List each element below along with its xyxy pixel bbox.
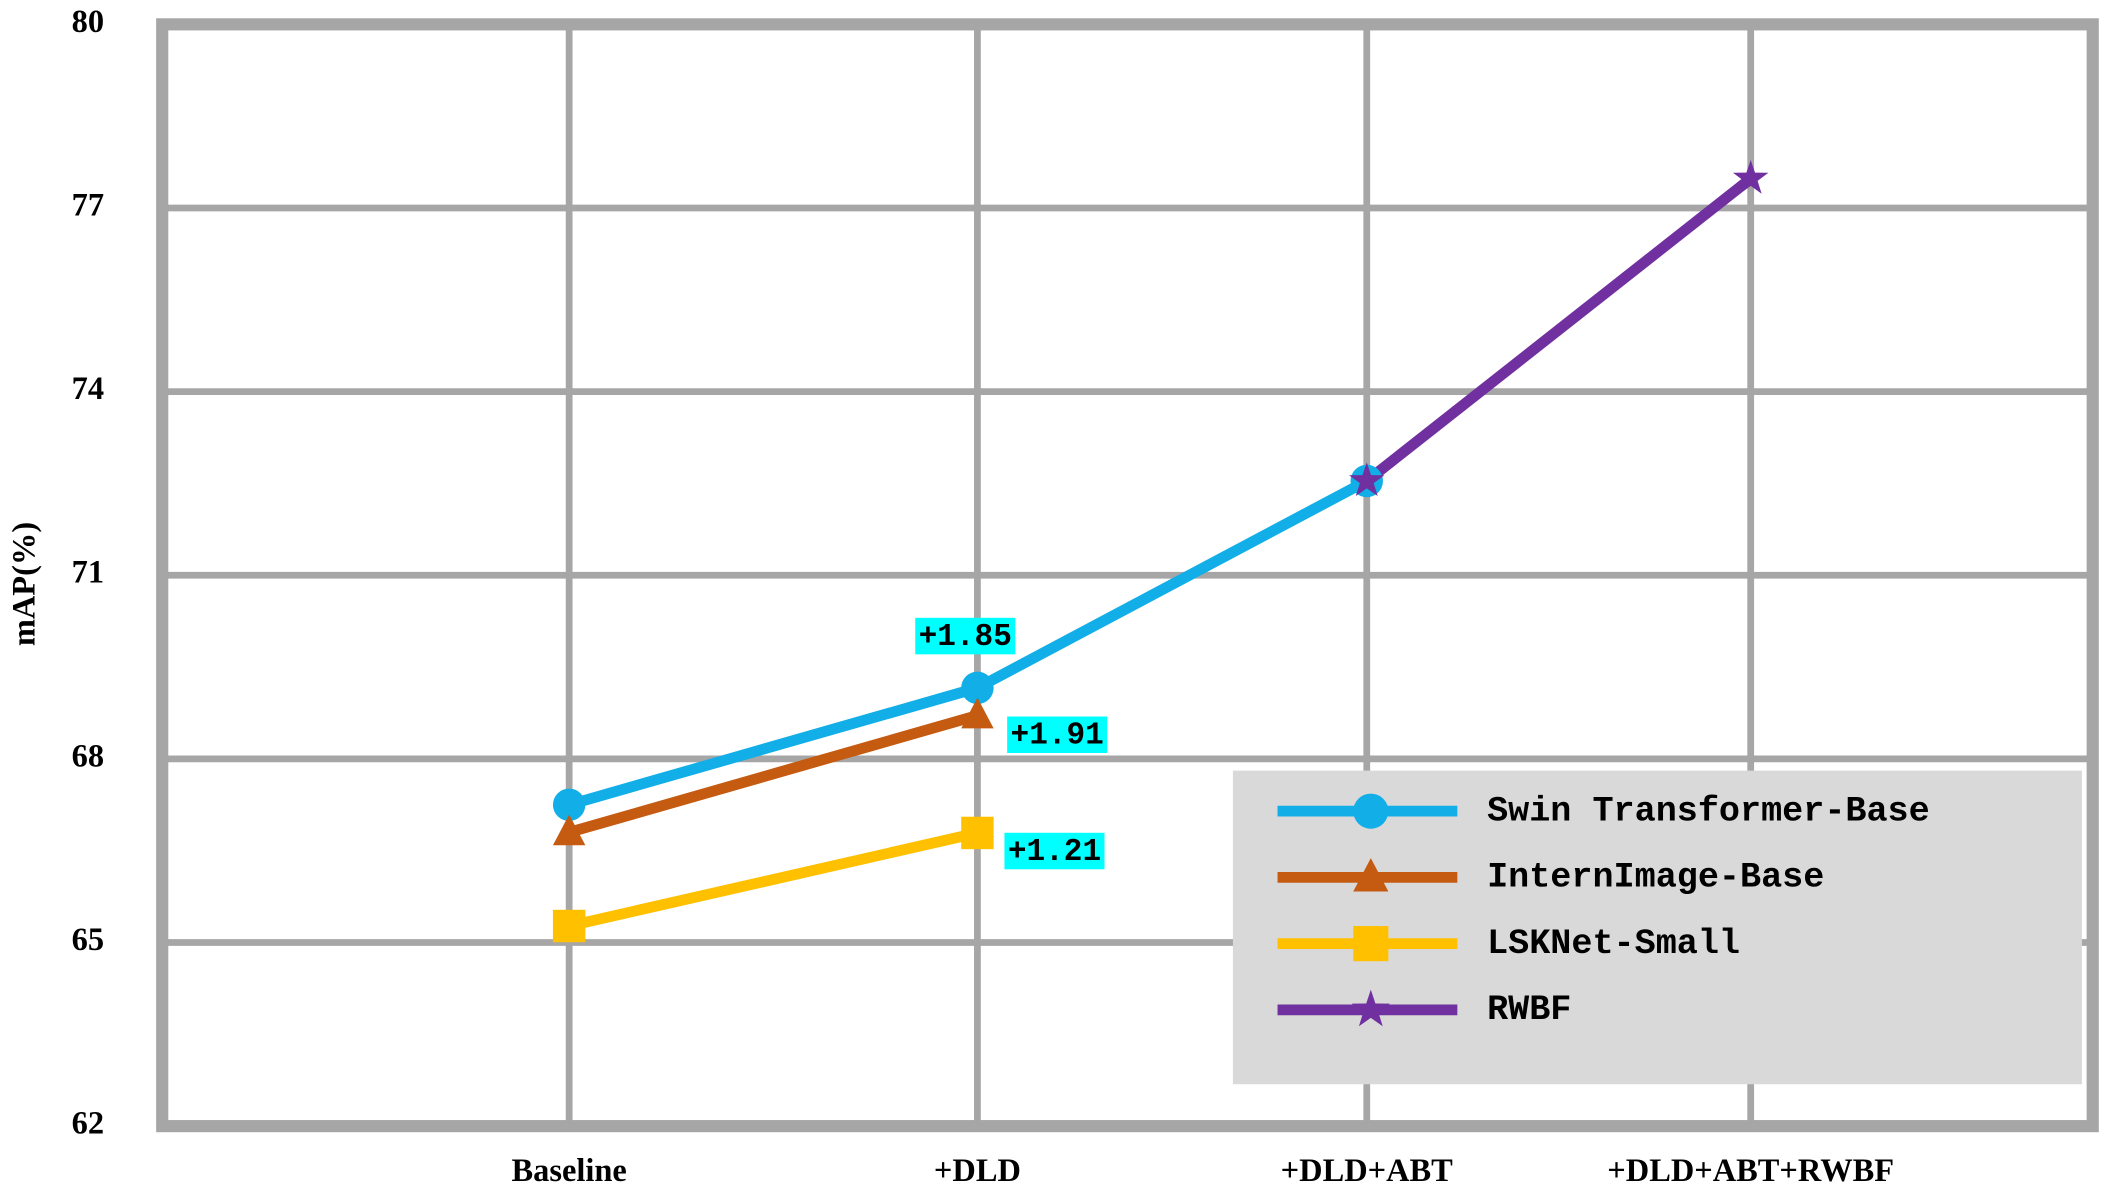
y-tick-label: 62 [72, 1106, 104, 1142]
marker [552, 909, 586, 943]
marker [552, 788, 586, 822]
series-line [567, 827, 979, 932]
marker [1353, 926, 1389, 962]
annotation-box [1007, 716, 1108, 754]
series-line [1363, 174, 1755, 486]
y-tick-label: 65 [72, 922, 104, 958]
y-tick-label: 71 [72, 555, 104, 591]
marker [1732, 159, 1769, 194]
x-tick-label: +DLD+ABT [1281, 1153, 1454, 1189]
y-axis-label: mAP(%) [6, 522, 42, 646]
marker [1349, 462, 1385, 497]
marker [552, 814, 586, 846]
marker [1353, 858, 1389, 892]
annotation: +1.91 [1011, 719, 1104, 754]
y-tick-label: 80 [72, 4, 104, 40]
annotation: +1.85 [919, 620, 1012, 655]
marker [1353, 793, 1389, 829]
x-tick-label: +DLD [934, 1153, 1021, 1189]
marker [961, 697, 994, 729]
legend-label: InternImage-Base [1487, 858, 1824, 898]
legend-label: RWBF [1487, 990, 1571, 1030]
y-tick-label: 77 [72, 187, 104, 223]
x-tick-label: Baseline [511, 1153, 626, 1189]
y-tick-label: 74 [72, 371, 104, 407]
series-line [567, 710, 979, 838]
y-tick-label: 68 [72, 738, 104, 774]
legend-label: Swin Transformer-Base [1487, 791, 1930, 831]
annotation: +1.21 [1008, 835, 1101, 870]
marker [961, 816, 994, 850]
marker [961, 671, 994, 705]
annotation-box [915, 617, 1016, 655]
marker [1351, 989, 1391, 1027]
annotation-box [1004, 832, 1105, 870]
legend-label: LSKNet-Small [1487, 924, 1740, 964]
x-tick-label: +DLD+ABT+RWBF [1607, 1153, 1894, 1189]
plot-frame [156, 18, 2099, 1133]
